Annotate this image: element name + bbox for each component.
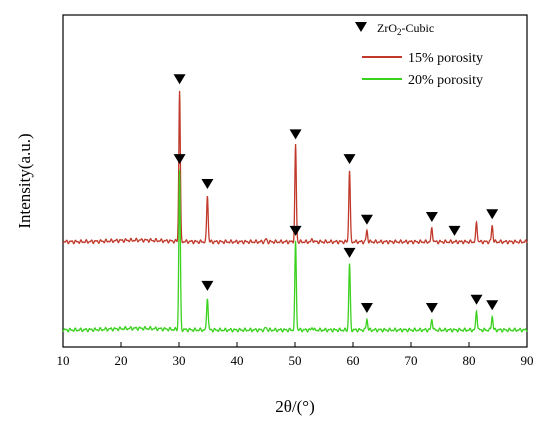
x-tick-label: 90 — [521, 353, 534, 368]
x-tick-label: 70 — [405, 353, 418, 368]
peak-marker-triangle-icon — [486, 300, 499, 311]
peak-marker-triangle-icon — [360, 302, 373, 313]
x-tick-label: 80 — [463, 353, 476, 368]
peak-marker-triangle-icon — [201, 280, 214, 291]
series-line-1 — [62, 169, 528, 333]
x-tick-label: 60 — [347, 353, 360, 368]
x-axis-ticks: 10 20 30 40 50 60 70 80 90 — [57, 342, 534, 368]
peak-marker-triangle-icon — [201, 178, 214, 189]
peak-marker-triangle-icon — [343, 247, 356, 258]
legend-marker-entry: ZrO2-Cubic — [355, 21, 434, 37]
x-tick-label: 40 — [231, 353, 244, 368]
legend-entry-20: 20% porosity — [362, 73, 483, 88]
x-tick-label: 10 — [57, 353, 70, 368]
series-line-0 — [62, 90, 528, 245]
legend-entry-15: 15% porosity — [362, 51, 483, 66]
peak-marker-triangle-icon — [173, 74, 186, 85]
peak-marker-triangle-icon — [360, 214, 373, 225]
legend-marker-label: ZrO2-Cubic — [377, 21, 434, 37]
peak-marker-triangle-icon — [425, 212, 438, 223]
peak-marker-triangle-icon — [425, 302, 438, 313]
x-axis-title: 2θ/(°) — [275, 397, 315, 416]
peak-marker-triangle-icon — [289, 129, 302, 140]
peak-marker-triangle-icon — [486, 209, 499, 220]
peak-marker-triangle-icon — [470, 294, 483, 305]
legend-triangle-icon — [355, 22, 367, 32]
peak-marker-triangle-icon — [173, 154, 186, 165]
x-tick-label: 30 — [173, 353, 186, 368]
legend: ZrO2-Cubic 15% porosity 20% porosity — [355, 21, 483, 88]
x-tick-label: 50 — [289, 353, 302, 368]
peak-marker-triangle-icon — [289, 225, 302, 236]
peak-marker-triangle-icon — [343, 154, 356, 165]
peak-marker-triangle-icon — [448, 225, 461, 236]
y-axis-title: Intensity(a.u.) — [15, 133, 34, 228]
x-tick-label: 20 — [115, 353, 128, 368]
legend-label-20: 20% porosity — [408, 73, 483, 88]
legend-label-15: 15% porosity — [408, 51, 483, 66]
peak-markers — [173, 74, 499, 313]
series-lines — [62, 90, 528, 333]
